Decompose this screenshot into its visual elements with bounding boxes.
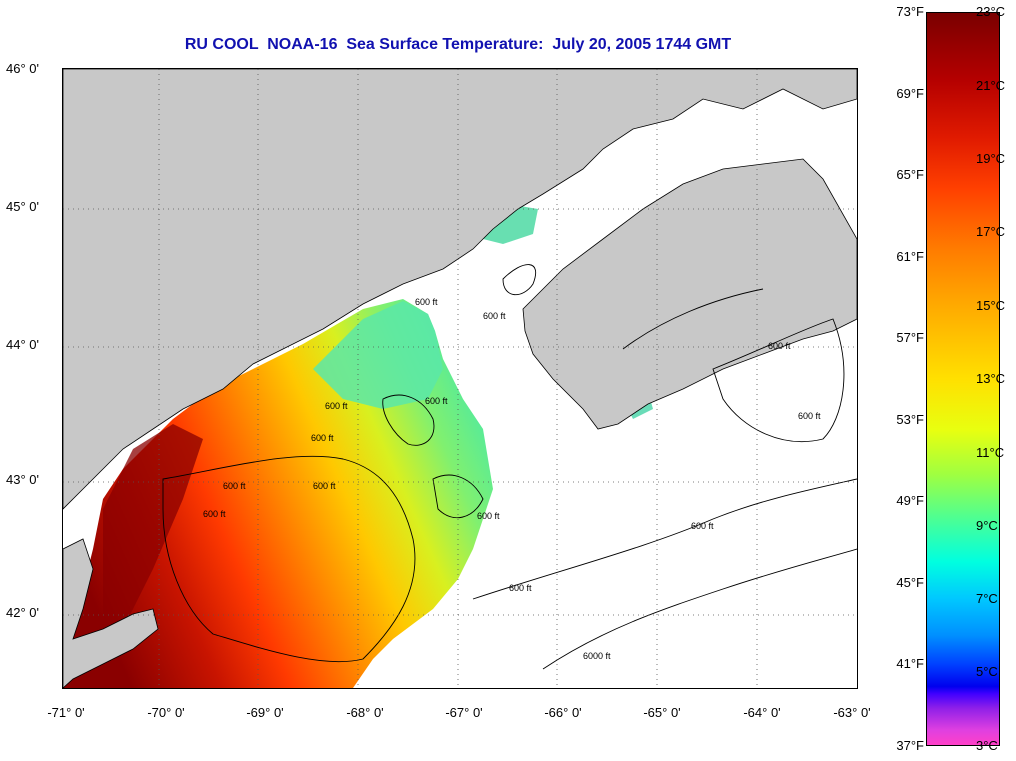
sst-hot-core	[103, 424, 203, 669]
lon-label-66: -66° 0'	[544, 705, 582, 720]
lon-label-65: -65° 0'	[643, 705, 681, 720]
lon-label-64: -64° 0'	[743, 705, 781, 720]
contour-label: 600 ft	[223, 481, 246, 491]
colorbar-f-label: 45°F	[896, 575, 924, 590]
contour-label: 600 ft	[483, 311, 506, 321]
contour-label: 600 ft	[509, 583, 532, 593]
land-nova-scotia	[522, 158, 857, 430]
colorbar-f-label: 57°F	[896, 330, 924, 345]
colorbar-c-label: 21°C	[976, 78, 1006, 93]
lon-label-67: -67° 0'	[445, 705, 483, 720]
sst-cool-patch	[313, 301, 443, 409]
land-cape-cod	[63, 538, 159, 688]
lon-label-68: -68° 0'	[346, 705, 384, 720]
colorbar-c-label: 11°C	[976, 445, 1005, 460]
contour-label: 6000 ft	[583, 651, 611, 661]
temperature-colorbar	[926, 12, 1000, 746]
colorbar-f-label: 53°F	[896, 412, 924, 427]
colorbar-f-label: 61°F	[896, 249, 924, 264]
colorbar-f-label: 69°F	[896, 86, 924, 101]
contour-label: 600 ft	[313, 481, 336, 491]
colorbar-c-label: 15°C	[976, 298, 1006, 313]
colorbar-f-label: 41°F	[896, 656, 924, 671]
lon-label-63: -63° 0'	[833, 705, 871, 720]
colorbar-c-label: 23°C	[976, 4, 1006, 19]
lon-label-69: -69° 0'	[246, 705, 284, 720]
lat-label-46: 46° 0'	[6, 61, 39, 76]
colorbar-c-label: 7°C	[976, 591, 998, 606]
lat-label-44: 44° 0'	[6, 337, 39, 352]
map-canvas: 600 ft 600 ft 600 ft 600 ft 600 ft 600 f…	[63, 69, 857, 688]
lon-label-71: -71° 0'	[47, 705, 85, 720]
depth-contours	[162, 264, 857, 670]
contour-label: 600 ft	[203, 509, 226, 519]
lat-label-42: 42° 0'	[6, 605, 39, 620]
colorbar-c-label: 9°C	[976, 518, 998, 533]
contour-label: 600 ft	[415, 297, 438, 307]
lon-label-70: -70° 0'	[147, 705, 185, 720]
contour-label: 600 ft	[325, 401, 348, 411]
contour-label: 600 ft	[768, 341, 791, 351]
contour-label: 600 ft	[691, 521, 714, 531]
contour-label: 600 ft	[798, 411, 821, 421]
contour-label: 600 ft	[425, 396, 448, 406]
colorbar-f-label: 49°F	[896, 493, 924, 508]
colorbar-c-label: 19°C	[976, 151, 1006, 166]
colorbar-f-label: 37°F	[896, 738, 924, 753]
contour-label: 600 ft	[477, 511, 500, 521]
lat-label-43: 43° 0'	[6, 472, 39, 487]
colorbar-c-label: 13°C	[976, 371, 1006, 386]
contour-label: 600 ft	[311, 433, 334, 443]
colorbar-c-label: 3°C	[976, 738, 998, 753]
colorbar-c-label: 5°C	[976, 664, 998, 679]
colorbar-f-label: 73°F	[896, 4, 924, 19]
map-title: RU COOL NOAA-16 Sea Surface Temperature:…	[184, 36, 732, 53]
sst-map: 600 ft 600 ft 600 ft 600 ft 600 ft 600 f…	[62, 68, 858, 689]
colorbar-c-label: 17°C	[976, 224, 1006, 239]
land-north	[63, 69, 857, 510]
graticule	[63, 69, 857, 688]
lat-label-45: 45° 0'	[6, 199, 39, 214]
colorbar-f-label: 65°F	[896, 167, 924, 182]
